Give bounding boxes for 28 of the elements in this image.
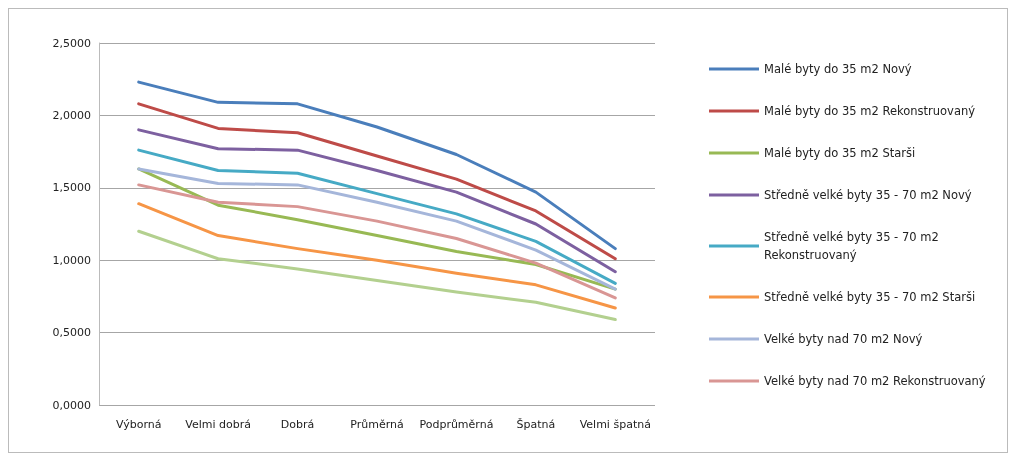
x-tick-label: Špatná — [516, 418, 556, 431]
y-tick-label: 1,5000 — [52, 181, 91, 195]
x-tick-label: Velmi dobrá — [185, 418, 252, 431]
legend-label: Malé byty do 35 m2 Starši — [764, 146, 916, 160]
y-tick-label: 0,5000 — [52, 326, 91, 340]
line-series — [137, 202, 617, 310]
legend-label: Středně velké byty 35 - 70 m2 Rekonstruovaný — [764, 230, 943, 262]
legend-label: Velké byty nad 70 m2 Rekonstruovaný — [764, 374, 986, 388]
legend-label: Malé byty do 35 m2 Rekonstruovaný — [764, 104, 976, 118]
line-series — [137, 183, 617, 300]
legend-label: Malé byty do 35 m2 Nový — [764, 62, 912, 76]
line-series — [137, 229, 617, 322]
line-series — [137, 102, 617, 261]
line-series — [137, 128, 617, 274]
line-series — [137, 80, 617, 251]
x-tick-label: Výborná — [115, 418, 162, 431]
y-tick-label: 2,5000 — [52, 36, 91, 50]
y-tick-label: 1,0000 — [52, 253, 91, 267]
line-series — [137, 148, 617, 285]
legend-label: Středně velké byty 35 - 70 m2 Nový — [764, 188, 972, 202]
legend-label: Velké byty nad 70 m2 Nový — [764, 332, 923, 346]
y-tick-label: 0,0000 — [52, 398, 91, 412]
x-tick-label: Podprůměrná — [419, 418, 494, 431]
x-tick-label: Velmi špatná — [579, 418, 651, 431]
x-tick-label: Průměrná — [350, 418, 404, 431]
legend-label: Středně velké byty 35 - 70 m2 Starši — [764, 290, 976, 304]
y-tick-label: 2,0000 — [52, 108, 91, 122]
x-tick-label: Dobrá — [280, 418, 315, 431]
